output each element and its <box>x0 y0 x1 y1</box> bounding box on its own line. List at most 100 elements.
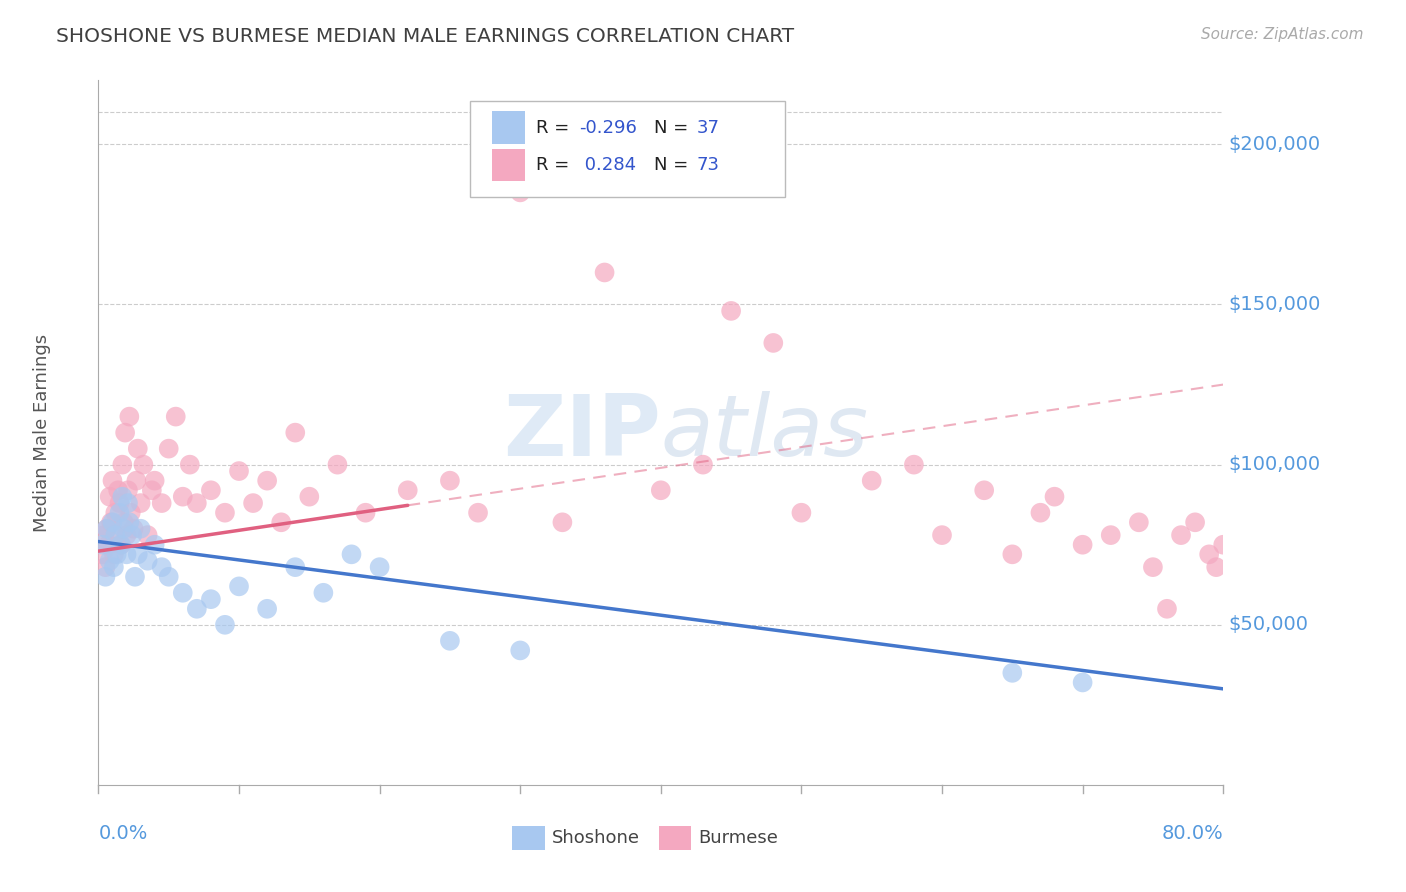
Text: Median Male Earnings: Median Male Earnings <box>34 334 51 532</box>
Point <box>111 458 134 472</box>
Point <box>509 643 531 657</box>
Point <box>228 464 250 478</box>
Text: N =: N = <box>654 156 695 174</box>
Text: R =: R = <box>536 119 575 136</box>
Point <box>122 522 145 536</box>
Point <box>129 522 152 536</box>
Point <box>692 458 714 472</box>
Text: $50,000: $50,000 <box>1229 615 1309 634</box>
Point <box>91 547 114 561</box>
Point <box>298 490 321 504</box>
Point <box>1156 601 1178 615</box>
Point <box>115 547 138 561</box>
Point <box>129 496 152 510</box>
Point <box>111 490 134 504</box>
Point <box>256 474 278 488</box>
Point <box>439 474 461 488</box>
Point <box>903 458 925 472</box>
Point <box>200 483 222 498</box>
Point <box>112 516 135 530</box>
Point <box>127 547 149 561</box>
Point <box>312 586 335 600</box>
Point <box>105 528 128 542</box>
Point <box>931 528 953 542</box>
Point <box>1198 547 1220 561</box>
Point <box>136 554 159 568</box>
Point <box>104 528 127 542</box>
Point <box>368 560 391 574</box>
Point <box>150 560 173 574</box>
Text: ZIP: ZIP <box>503 391 661 475</box>
Point <box>112 522 135 536</box>
Point <box>242 496 264 510</box>
Point <box>179 458 201 472</box>
Text: 73: 73 <box>697 156 720 174</box>
Point <box>93 528 115 542</box>
Point <box>860 474 883 488</box>
Text: Burmese: Burmese <box>697 829 778 847</box>
Point <box>117 496 139 510</box>
Point <box>593 265 616 279</box>
Text: atlas: atlas <box>661 391 869 475</box>
Point <box>96 522 118 536</box>
Text: -0.296: -0.296 <box>579 119 637 136</box>
Point <box>104 506 127 520</box>
Point <box>97 538 120 552</box>
Point <box>98 490 121 504</box>
Text: 0.0%: 0.0% <box>98 823 148 843</box>
Point <box>143 538 166 552</box>
Point <box>136 528 159 542</box>
Point <box>157 570 180 584</box>
Text: SHOSHONE VS BURMESE MEDIAN MALE EARNINGS CORRELATION CHART: SHOSHONE VS BURMESE MEDIAN MALE EARNINGS… <box>56 27 794 45</box>
Point <box>228 579 250 593</box>
Point <box>284 425 307 440</box>
Point <box>1099 528 1122 542</box>
Point <box>115 528 138 542</box>
FancyBboxPatch shape <box>492 149 524 181</box>
Point <box>121 528 143 542</box>
Point <box>396 483 419 498</box>
Point <box>172 586 194 600</box>
Point <box>110 538 132 552</box>
Text: N =: N = <box>654 119 695 136</box>
Point <box>124 570 146 584</box>
Point <box>108 496 131 510</box>
Point <box>110 538 132 552</box>
Point <box>214 617 236 632</box>
Text: $150,000: $150,000 <box>1229 295 1322 314</box>
Point <box>114 425 136 440</box>
Point <box>256 601 278 615</box>
Point <box>141 483 163 498</box>
Point <box>127 442 149 456</box>
Point <box>200 592 222 607</box>
FancyBboxPatch shape <box>658 826 692 850</box>
Text: 0.284: 0.284 <box>579 156 636 174</box>
Text: 37: 37 <box>697 119 720 136</box>
Point <box>117 483 139 498</box>
Point <box>1001 665 1024 680</box>
Point <box>120 506 142 520</box>
Point <box>973 483 995 498</box>
Point <box>270 516 292 530</box>
Point <box>439 633 461 648</box>
Point <box>172 490 194 504</box>
Point <box>150 496 173 510</box>
Text: $100,000: $100,000 <box>1229 455 1322 475</box>
Point <box>1071 675 1094 690</box>
Text: $200,000: $200,000 <box>1229 135 1322 153</box>
Point <box>186 496 208 510</box>
Point <box>551 516 574 530</box>
Point <box>762 335 785 350</box>
Point <box>91 538 114 552</box>
Point <box>284 560 307 574</box>
Point <box>790 506 813 520</box>
Point <box>101 474 124 488</box>
Point <box>132 458 155 472</box>
Point <box>720 304 742 318</box>
Point <box>1128 516 1150 530</box>
Point <box>118 516 141 530</box>
Point <box>1212 538 1234 552</box>
Point <box>94 560 117 574</box>
Point <box>157 442 180 456</box>
Point <box>103 560 125 574</box>
